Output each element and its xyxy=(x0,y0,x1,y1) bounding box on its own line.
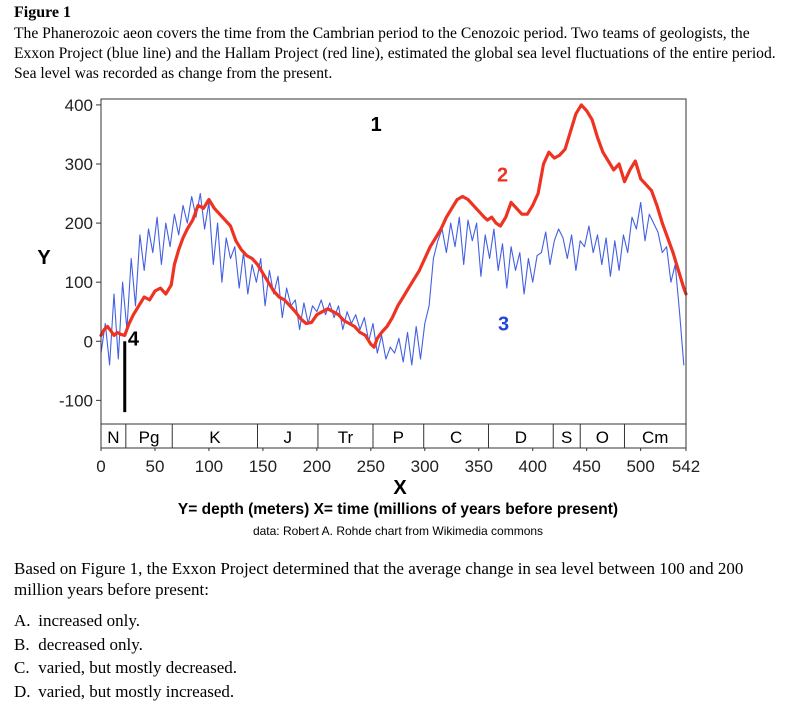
figure-caption: The Phanerozoic aeon covers the time fro… xyxy=(14,25,776,82)
plot-border xyxy=(100,98,687,425)
y-tick-label: 100 xyxy=(65,273,93,292)
series-lines xyxy=(99,103,688,366)
series-line-exxon xyxy=(100,192,685,366)
option-letter: C. xyxy=(14,658,30,677)
period-label: D xyxy=(515,428,527,447)
period-label: K xyxy=(209,428,221,447)
option-letter: D. xyxy=(14,681,31,701)
period-label: Pg xyxy=(139,428,160,447)
option-d[interactable]: D. varied, but mostly increased. xyxy=(14,680,237,704)
x-axis: 0 50 100 150 200 250 300 350 400 450 500 542 xyxy=(96,448,700,476)
y-axis: -100 0 100 200 300 400 xyxy=(59,96,101,410)
x-tick-label: 500 xyxy=(626,457,654,476)
x-tick-label: 542 xyxy=(672,457,700,476)
annotation-3: 3 xyxy=(498,314,509,336)
y-tick-label: 400 xyxy=(65,96,93,115)
period-label: Cm xyxy=(642,428,668,447)
y-tick-label: 200 xyxy=(65,214,93,233)
y-tick-label: 0 xyxy=(84,332,93,351)
period-band: N Pg K J Tr P C D S O Cm xyxy=(100,423,687,449)
y-axis-letter: Y xyxy=(37,247,51,269)
option-text: decreased only. xyxy=(38,634,143,654)
data-credit: data: Robert A. Rohde chart from Wikimed… xyxy=(252,524,544,538)
sea-level-chart: -100 0 100 200 300 400 N Pg K J Tr P C D S O Cm 0 50 100 1… xyxy=(37,96,700,499)
figure-title: Figure 1 xyxy=(14,4,72,21)
option-a[interactable]: A. increased only. xyxy=(14,609,237,633)
annotation-1: 1 xyxy=(371,114,382,136)
y-tick-label: 300 xyxy=(65,155,93,174)
x-tick-label: 50 xyxy=(146,457,165,476)
period-label: N xyxy=(107,428,119,447)
x-tick-label: 350 xyxy=(465,457,493,476)
period-band-box xyxy=(100,423,687,449)
period-label: P xyxy=(393,428,404,447)
option-b[interactable]: B. decreased only. xyxy=(14,633,237,657)
option-letter: B. xyxy=(14,634,30,654)
x-tick-label: 300 xyxy=(411,457,439,476)
period-label: J xyxy=(283,428,292,447)
x-tick-label: 0 xyxy=(96,457,105,476)
period-label: O xyxy=(596,428,609,447)
axis-definition: Y= depth (meters) X= time (millions of y… xyxy=(177,501,619,518)
x-tick-label: 200 xyxy=(303,457,331,476)
x-tick-label: 450 xyxy=(573,457,601,476)
annotation-2: 2 xyxy=(497,165,508,187)
option-text: increased only. xyxy=(38,611,141,630)
x-axis-letter: X xyxy=(393,477,407,499)
option-text: varied, but mostly decreased. xyxy=(38,658,237,677)
period-label: S xyxy=(561,428,572,447)
x-tick-label: 250 xyxy=(357,457,385,476)
option-letter: A. xyxy=(14,611,31,630)
answer-options: A. increased only. B. decreased only. C.… xyxy=(14,609,237,703)
option-c[interactable]: C. varied, but mostly decreased. xyxy=(14,656,237,680)
question-stem: Based on Figure 1, the Exxon Project det… xyxy=(14,559,744,599)
series-line-hallam xyxy=(99,103,688,349)
period-label: C xyxy=(450,428,462,447)
y-tick-label: -100 xyxy=(59,391,93,410)
plot-frame xyxy=(100,98,687,425)
x-tick-label: 150 xyxy=(249,457,277,476)
option-text: varied, but mostly increased. xyxy=(38,681,235,701)
x-tick-label: 400 xyxy=(519,457,547,476)
annotations: 1 2 3 4 xyxy=(123,114,509,413)
period-label: Tr xyxy=(338,428,354,447)
x-tick-label: 100 xyxy=(195,457,223,476)
annotation-4: 4 xyxy=(128,328,140,350)
